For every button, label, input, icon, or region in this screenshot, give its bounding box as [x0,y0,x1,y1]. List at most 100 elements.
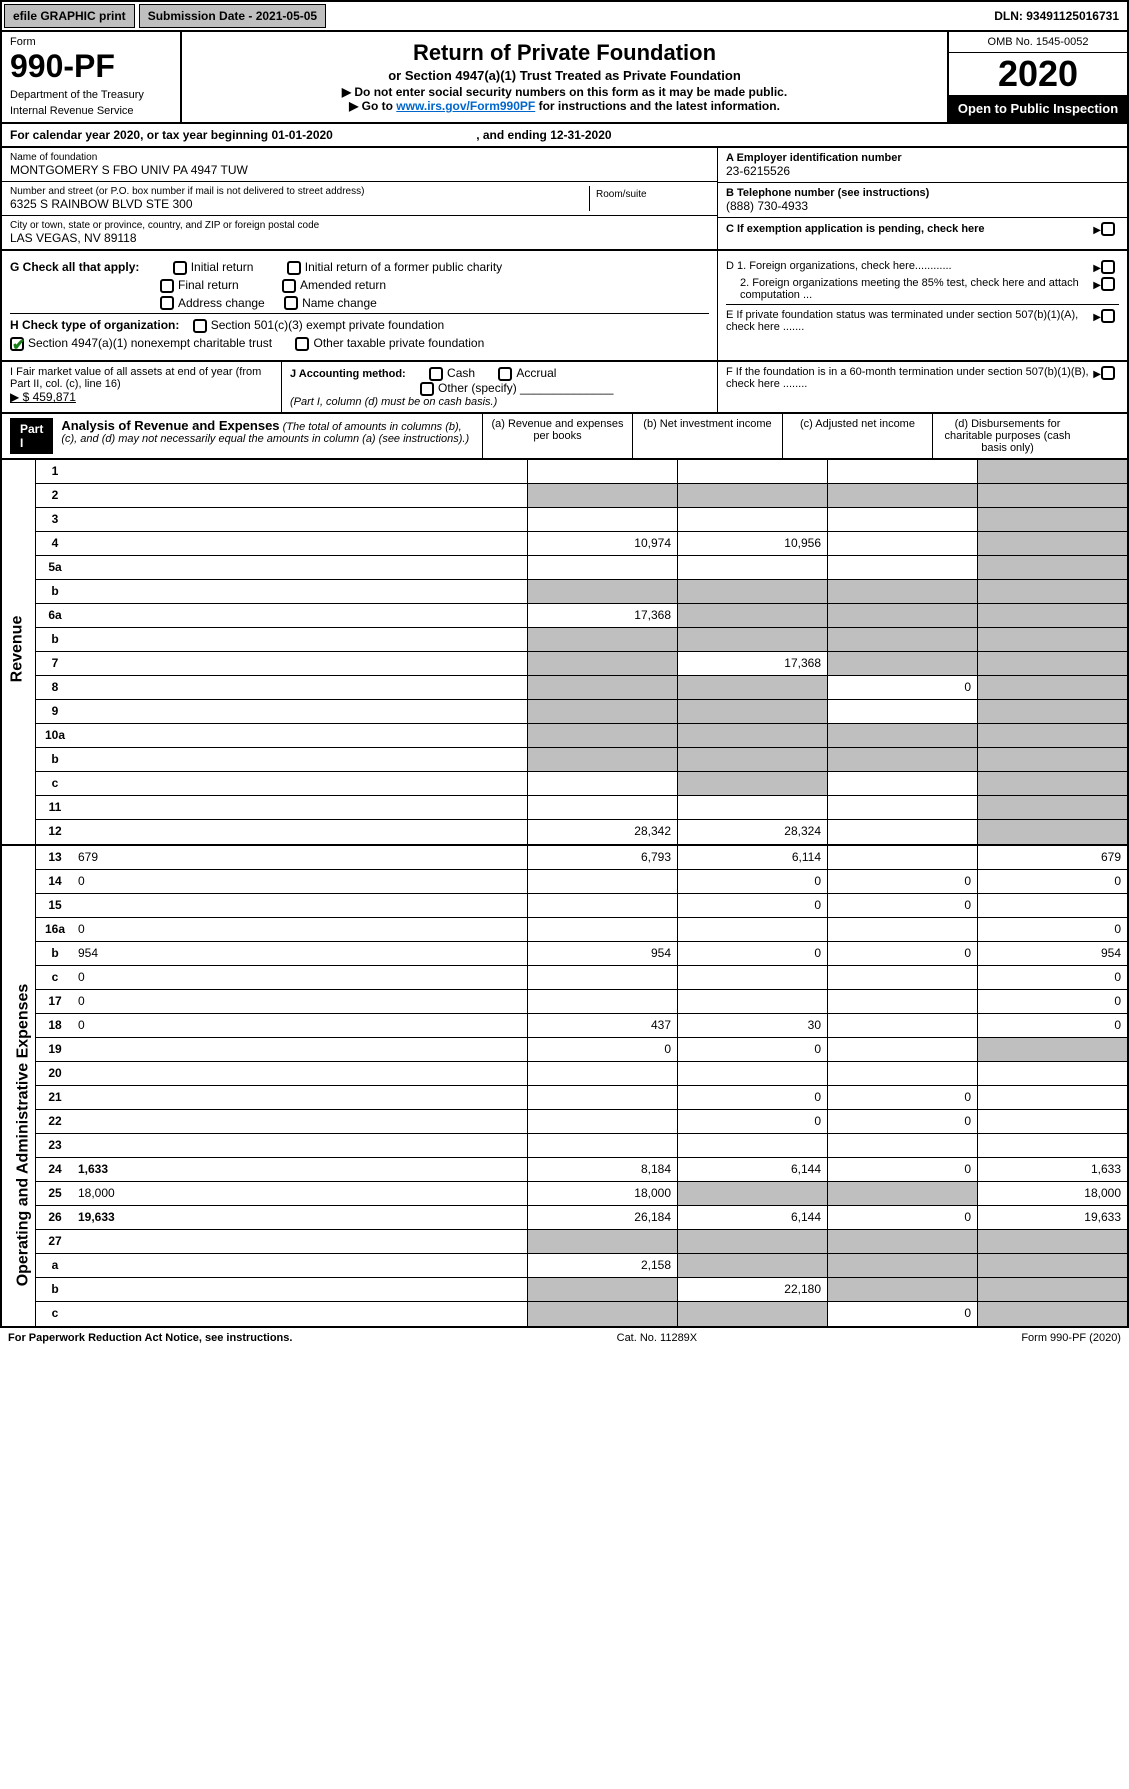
d2-checkbox[interactable] [1101,277,1115,291]
cell-a: 2,158 [527,1254,677,1277]
d1-checkbox[interactable] [1101,260,1115,274]
row-number: b [36,580,74,603]
row-number: 8 [36,676,74,699]
header-left: Form 990-PF Department of the Treasury I… [2,32,182,122]
e-checkbox[interactable] [1101,309,1115,323]
cell-a [527,1302,677,1326]
cell-b: 17,368 [677,652,827,675]
table-row: 11 [36,796,1127,820]
addr-label: Number and street (or P.O. box number if… [10,186,589,197]
cell-a [527,508,677,531]
cell-d [977,724,1127,747]
row-description: 0 [74,918,527,941]
table-row: c0 [36,1302,1127,1326]
table-row: b [36,580,1127,604]
cell-b: 0 [677,1086,827,1109]
j-accrual: Accrual [516,366,556,380]
table-row: 6a17,368 [36,604,1127,628]
analysis-title: Analysis of Revenue and Expenses [61,418,279,433]
cell-b [677,1254,827,1277]
name-change-checkbox[interactable] [284,296,298,310]
cell-a [527,1134,677,1157]
row-number: b [36,748,74,771]
exemption-pending-checkbox[interactable] [1101,222,1115,236]
instr2-post: for instructions and the latest informat… [535,99,780,113]
accrual-checkbox[interactable] [498,367,512,381]
arrow-icon [1093,309,1101,333]
h-label: H Check type of organization: [10,318,179,332]
cell-d [977,772,1127,795]
cell-d: 0 [977,990,1127,1013]
i-value: ▶ $ 459,871 [10,390,273,404]
cell-a [527,628,677,651]
cell-b [677,966,827,989]
efile-graphic-print-button[interactable]: efile GRAPHIC print [4,4,135,28]
row-description [74,1038,527,1061]
initial-return-former-checkbox[interactable] [287,261,301,275]
cell-a [527,1230,677,1253]
cell-a [527,990,677,1013]
cell-d: 0 [977,1014,1127,1037]
row-number: 9 [36,700,74,723]
arrow-icon [1093,222,1101,236]
row-description [74,556,527,579]
h-other: Other taxable private foundation [313,336,484,350]
final-return-checkbox[interactable] [160,279,174,293]
initial-return-checkbox[interactable] [173,261,187,275]
row-number: 14 [36,870,74,893]
cell-c [827,508,977,531]
row-description: 19,633 [74,1206,527,1229]
address-change-checkbox[interactable] [160,296,174,310]
instruction-2: ▶ Go to www.irs.gov/Form990PF for instru… [190,99,939,113]
other-checkbox[interactable] [420,382,434,396]
cell-b [677,990,827,1013]
4947-checkbox[interactable] [10,337,24,351]
h-4947: Section 4947(a)(1) nonexempt charitable … [28,336,272,350]
row-number: b [36,942,74,965]
analysis-title-text: Analysis of Revenue and Expenses (The to… [61,418,474,445]
cell-c [827,820,977,844]
entity-right: A Employer identification number 23-6215… [717,148,1127,249]
cell-b [677,508,827,531]
paperwork-notice: For Paperwork Reduction Act Notice, see … [8,1332,292,1344]
row-description [74,652,527,675]
cell-c [827,484,977,507]
amended-return-checkbox[interactable] [282,279,296,293]
g-opt-5: Name change [302,296,377,310]
table-row: b95495400954 [36,942,1127,966]
cell-a [527,460,677,483]
f-checkbox[interactable] [1101,366,1115,380]
row-number: 20 [36,1062,74,1085]
cell-b: 6,114 [677,846,827,869]
cell-b [677,796,827,819]
form-990pf-link[interactable]: www.irs.gov/Form990PF [396,99,535,113]
501c3-checkbox[interactable] [193,319,207,333]
other-taxable-checkbox[interactable] [295,337,309,351]
cell-d [977,748,1127,771]
e-label: E If private foundation status was termi… [726,309,1093,333]
row-number: 7 [36,652,74,675]
cell-b [677,628,827,651]
table-row: 2200 [36,1110,1127,1134]
row-number: 21 [36,1086,74,1109]
cell-b [677,1134,827,1157]
calyear-end: 12-31-2020 [550,128,611,142]
part-i-badge: Part I [10,418,53,454]
f-label: F If the foundation is in a 60-month ter… [726,366,1093,390]
submission-date-label: Submission Date - 2021-05-05 [139,4,326,28]
cell-c [827,532,977,555]
table-row: 5a [36,556,1127,580]
row-number: 6a [36,604,74,627]
row-description [74,1110,527,1133]
cash-checkbox[interactable] [429,367,443,381]
cell-a [527,748,677,771]
j-other: Other (specify) [438,381,517,395]
j-label: J Accounting method: [290,368,406,380]
cell-b: 28,324 [677,820,827,844]
cell-a [527,796,677,819]
row-description [74,1278,527,1301]
row-number: 24 [36,1158,74,1181]
table-row: 2 [36,484,1127,508]
row-description: 1,633 [74,1158,527,1181]
row-number: 2 [36,484,74,507]
